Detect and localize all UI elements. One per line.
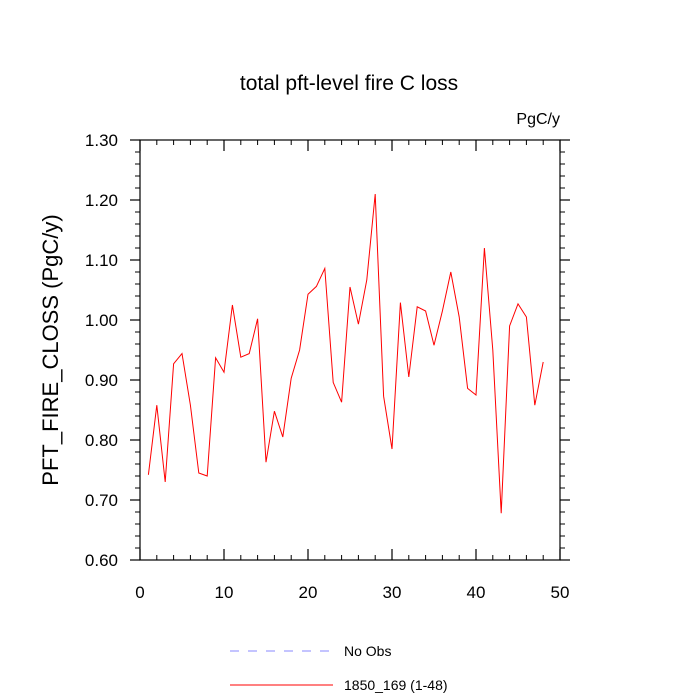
y-tick-label: 0.80	[85, 431, 118, 450]
x-tick-label: 40	[467, 583, 486, 602]
x-tick-label: 0	[135, 583, 144, 602]
plot-frame	[139, 139, 561, 561]
chart-title: total pft-level fire C loss	[240, 72, 458, 95]
series-layer	[147, 193, 544, 514]
y-tick-label: 1.20	[85, 191, 118, 210]
x-tick-label: 20	[299, 583, 318, 602]
tick-layer: 0 10 20 30 40 50 0.60 0.70 0.80 0.90 1.00 1.10 1.20 1…	[85, 131, 570, 602]
y-tick-label: 1.10	[85, 251, 118, 270]
legend: No Obs 1850_169 (1-48)	[230, 643, 448, 693]
y-tick-label: 1.30	[85, 131, 118, 150]
y-tick-label: 0.90	[85, 371, 118, 390]
y-axis-label: PFT_FIRE_CLOSS (PgC/y)	[38, 214, 63, 485]
x-tick-label: 10	[215, 583, 234, 602]
legend-label: 1850_169 (1-48)	[344, 677, 448, 693]
legend-label: No Obs	[344, 643, 391, 659]
y-tick-label: 0.70	[85, 491, 118, 510]
x-tick-label: 50	[551, 583, 570, 602]
y-tick-label: 0.60	[85, 551, 118, 570]
y-tick-label: 1.00	[85, 311, 118, 330]
series-line	[147, 193, 544, 514]
units-label: PgC/y	[516, 111, 560, 128]
x-tick-label: 30	[383, 583, 402, 602]
